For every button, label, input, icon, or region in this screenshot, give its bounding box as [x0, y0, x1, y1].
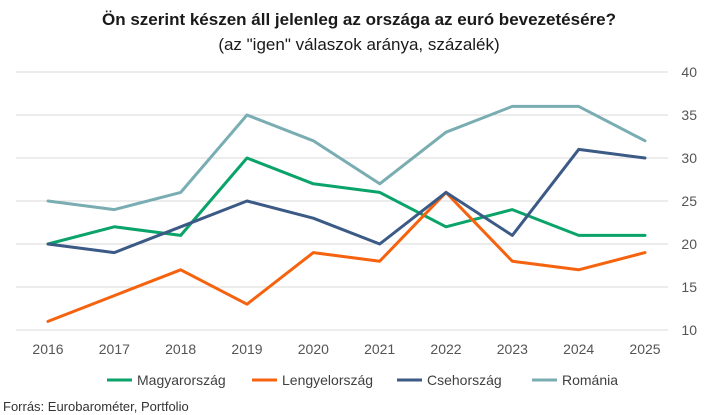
legend-item: Magyarország — [107, 372, 226, 388]
x-tick-label: 2022 — [430, 341, 461, 357]
chart-subtitle: (az "igen" válaszok aránya, százalék) — [218, 35, 499, 54]
legend-item: Románia — [532, 372, 618, 388]
x-tick-label: 2019 — [231, 341, 262, 357]
y-tick-label: 40 — [681, 64, 697, 80]
chart-title: Ön szerint készen áll jelenleg az ország… — [102, 10, 616, 29]
y-tick-label: 20 — [681, 236, 697, 252]
series-line-Románia — [46, 104, 647, 212]
legend-label: Lengyelország — [282, 372, 373, 388]
x-tick-label: 2018 — [165, 341, 196, 357]
series-line-Magyarország — [46, 156, 647, 246]
legend-label: Magyarország — [137, 372, 226, 388]
y-tick-label: 25 — [681, 193, 697, 209]
legend-item: Csehország — [397, 372, 502, 388]
y-tick-label: 35 — [681, 107, 697, 123]
series-lines — [46, 104, 647, 323]
x-axis-ticks: 2016 2017 2018 2019 2020 2021 2022 2023 2024 2025 — [32, 341, 660, 357]
legend: Magyarország Lengyelország Csehország Román… — [107, 372, 618, 388]
legend-label: Románia — [562, 372, 618, 388]
legend-item: Lengyelország — [252, 372, 373, 388]
x-tick-label: 2023 — [497, 341, 528, 357]
legend-label: Csehország — [427, 372, 502, 388]
gridlines — [16, 71, 668, 331]
x-tick-label: 2020 — [298, 341, 329, 357]
x-tick-label: 2017 — [99, 341, 130, 357]
y-axis-ticks: 10 15 20 25 30 35 40 — [681, 64, 697, 338]
series-line-Lengyelország — [46, 190, 647, 323]
x-tick-label: 2021 — [364, 341, 395, 357]
series-line-Csehország — [46, 147, 647, 255]
y-tick-label: 15 — [681, 279, 697, 295]
x-tick-label: 2025 — [629, 341, 660, 357]
x-tick-label: 2024 — [563, 341, 594, 357]
x-tick-label: 2016 — [32, 341, 63, 357]
source-note: Forrás: Eurobarométer, Portfolio — [3, 399, 189, 414]
y-tick-label: 30 — [681, 150, 697, 166]
y-tick-label: 10 — [681, 322, 697, 338]
